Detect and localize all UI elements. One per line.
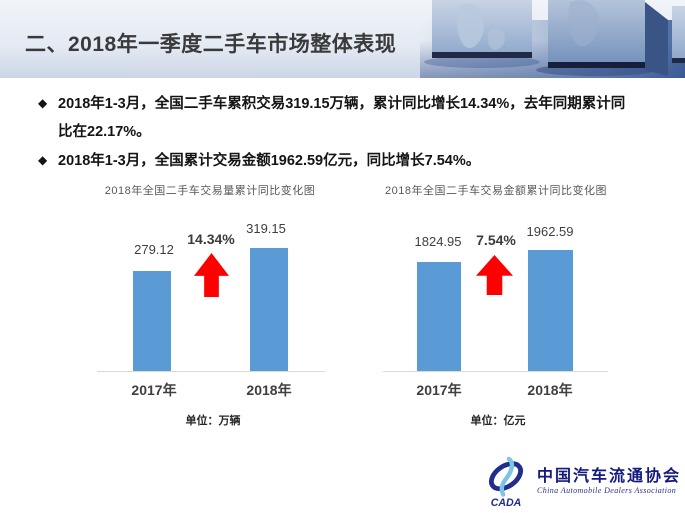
category-label-2017: 2017年 bbox=[416, 382, 462, 398]
logo-acronym: CADA bbox=[491, 497, 522, 508]
bullet-text: 2018年1-3月，全国累计交易金额1962.59亿元，同比增长7.54%。 bbox=[58, 153, 481, 169]
bar-2018 bbox=[250, 248, 288, 371]
logo-name-en: China Automobile Dealers Association bbox=[536, 486, 677, 496]
category-label-2018: 2018年 bbox=[246, 382, 292, 398]
cada-swirl-icon: CADA bbox=[488, 456, 524, 508]
growth-rate-label: 14.34% bbox=[187, 231, 235, 247]
bullet-item-volume: ◆ 2018年1-3月，全国二手车累积交易319.15万辆，累计同比增长14.34… bbox=[38, 89, 638, 146]
category-label-2017: 2017年 bbox=[131, 382, 177, 398]
bar-2018 bbox=[528, 250, 573, 371]
x-axis-line bbox=[97, 371, 325, 372]
up-arrow-icon bbox=[194, 253, 229, 297]
bar-value-label-2018: 1962.59 bbox=[526, 224, 574, 239]
x-axis-line bbox=[383, 371, 608, 372]
bullet-text: 2018年1-3月，全国二手车累积交易319.15万辆，累计同比增长14.34%… bbox=[58, 96, 626, 140]
bar-value-label-2017: 279.12 bbox=[134, 242, 174, 257]
diamond-bullet-icon: ◆ bbox=[38, 96, 48, 110]
bar-value-label-2017: 1824.95 bbox=[414, 234, 462, 249]
chart-title: 2018年全国二手车交易量累计同比变化图 bbox=[104, 185, 316, 197]
page-title: 二、2018年一季度二手车市场整体表现 bbox=[25, 33, 397, 56]
chart-title: 2018年全国二手车交易金额累计同比变化图 bbox=[385, 185, 607, 197]
bullet-list: ◆ 2018年1-3月，全国二手车累积交易319.15万辆，累计同比增长14.34… bbox=[38, 89, 638, 175]
logo-text: 中国汽车流通协会 China Automobile Dealers Associ… bbox=[537, 468, 681, 496]
slide-header: 二、2018年一季度二手车市场整体表现 bbox=[0, 0, 685, 78]
bullet-item-amount: ◆ 2018年1-3月，全国累计交易金额1962.59亿元，同比增长7.54%。 bbox=[38, 146, 638, 175]
bar-value-label-2018: 319.15 bbox=[246, 221, 286, 236]
unit-label: 单位：亿元 bbox=[470, 415, 526, 427]
up-arrow-icon bbox=[476, 255, 513, 295]
amount-bar-chart: 2018年全国二手车交易金额累计同比变化图 1824.95 7.54% 1962… bbox=[346, 178, 646, 430]
organization-logo: CADA 中国汽车流通协会 China Automobile Dealers A… bbox=[480, 456, 681, 508]
category-label-2018: 2018年 bbox=[527, 382, 573, 398]
diamond-bullet-icon: ◆ bbox=[38, 153, 48, 167]
growth-rate-label: 7.54% bbox=[476, 232, 516, 248]
bar-2017 bbox=[133, 271, 171, 371]
cubes-decoration-image bbox=[420, 0, 685, 78]
logo-name-cn: 中国汽车流通协会 bbox=[536, 467, 681, 485]
unit-label: 单位：万辆 bbox=[185, 415, 241, 427]
volume-bar-chart: 2018年全国二手车交易量累计同比变化图 279.12 14.34% 319.1… bbox=[60, 178, 360, 430]
bar-2017 bbox=[417, 262, 461, 371]
